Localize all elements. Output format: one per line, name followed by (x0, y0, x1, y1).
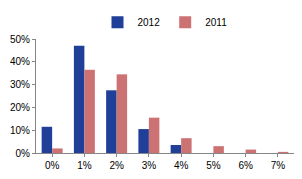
svg-text:10%: 10% (10, 125, 30, 136)
svg-text:2011: 2011 (205, 17, 227, 28)
svg-text:30%: 30% (10, 79, 30, 90)
svg-text:6%: 6% (238, 160, 253, 171)
svg-text:7%: 7% (271, 160, 286, 171)
svg-text:2012: 2012 (138, 17, 161, 28)
svg-text:0%: 0% (16, 148, 31, 159)
svg-text:1%: 1% (77, 160, 92, 171)
svg-text:0%: 0% (45, 160, 60, 171)
svg-text:2%: 2% (109, 160, 124, 171)
svg-text:5%: 5% (206, 160, 221, 171)
svg-text:3%: 3% (142, 160, 157, 171)
svg-text:50%: 50% (10, 34, 30, 45)
svg-text:4%: 4% (174, 160, 189, 171)
svg-text:20%: 20% (10, 102, 30, 113)
svg-text:40%: 40% (10, 56, 30, 67)
